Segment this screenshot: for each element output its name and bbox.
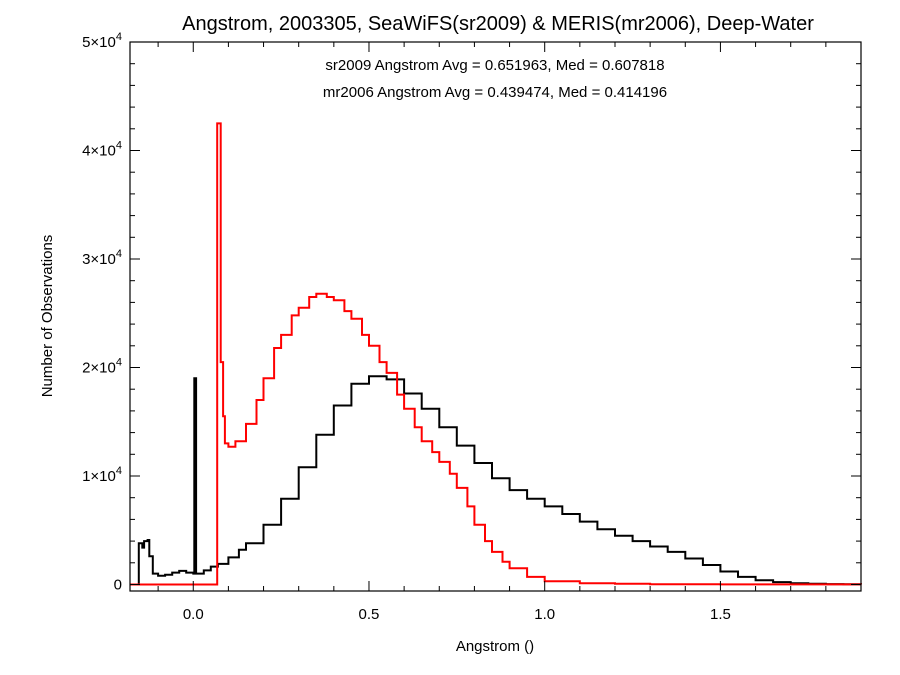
- x-axis-label: Angstrom (): [456, 638, 534, 655]
- x-tick-label: 0.0: [183, 606, 204, 623]
- sr2009-stats-annotation: sr2009 Angstrom Avg = 0.651963, Med = 0.…: [325, 57, 664, 74]
- plot-area: 0.0 0.5 1.0 1.5 0 1×104 2×104 3×104 4×104 5×104: [82, 31, 862, 623]
- y-tick-label: 2×104: [82, 356, 122, 376]
- y-tick-label: 1×104: [82, 465, 122, 485]
- y-axis-label: Number of Observations: [39, 235, 56, 398]
- y-tick-label: 3×104: [82, 248, 122, 268]
- y-tick-label: 0: [114, 576, 122, 593]
- x-tick-label: 1.0: [534, 606, 555, 623]
- plot-frame: [129, 41, 862, 592]
- y-tick-label: 4×104: [82, 139, 122, 159]
- x-tick-label: 1.5: [710, 606, 731, 623]
- series-line-0: [130, 375, 862, 586]
- mr2006-stats-annotation: mr2006 Angstrom Avg = 0.439474, Med = 0.…: [323, 84, 667, 101]
- x-tick-label: 0.5: [359, 606, 380, 623]
- y-tick-label: 5×104: [82, 31, 122, 51]
- series-line-1: [130, 122, 862, 586]
- chart-title: Angstrom, 2003305, SeaWiFS(sr2009) & MER…: [182, 13, 814, 35]
